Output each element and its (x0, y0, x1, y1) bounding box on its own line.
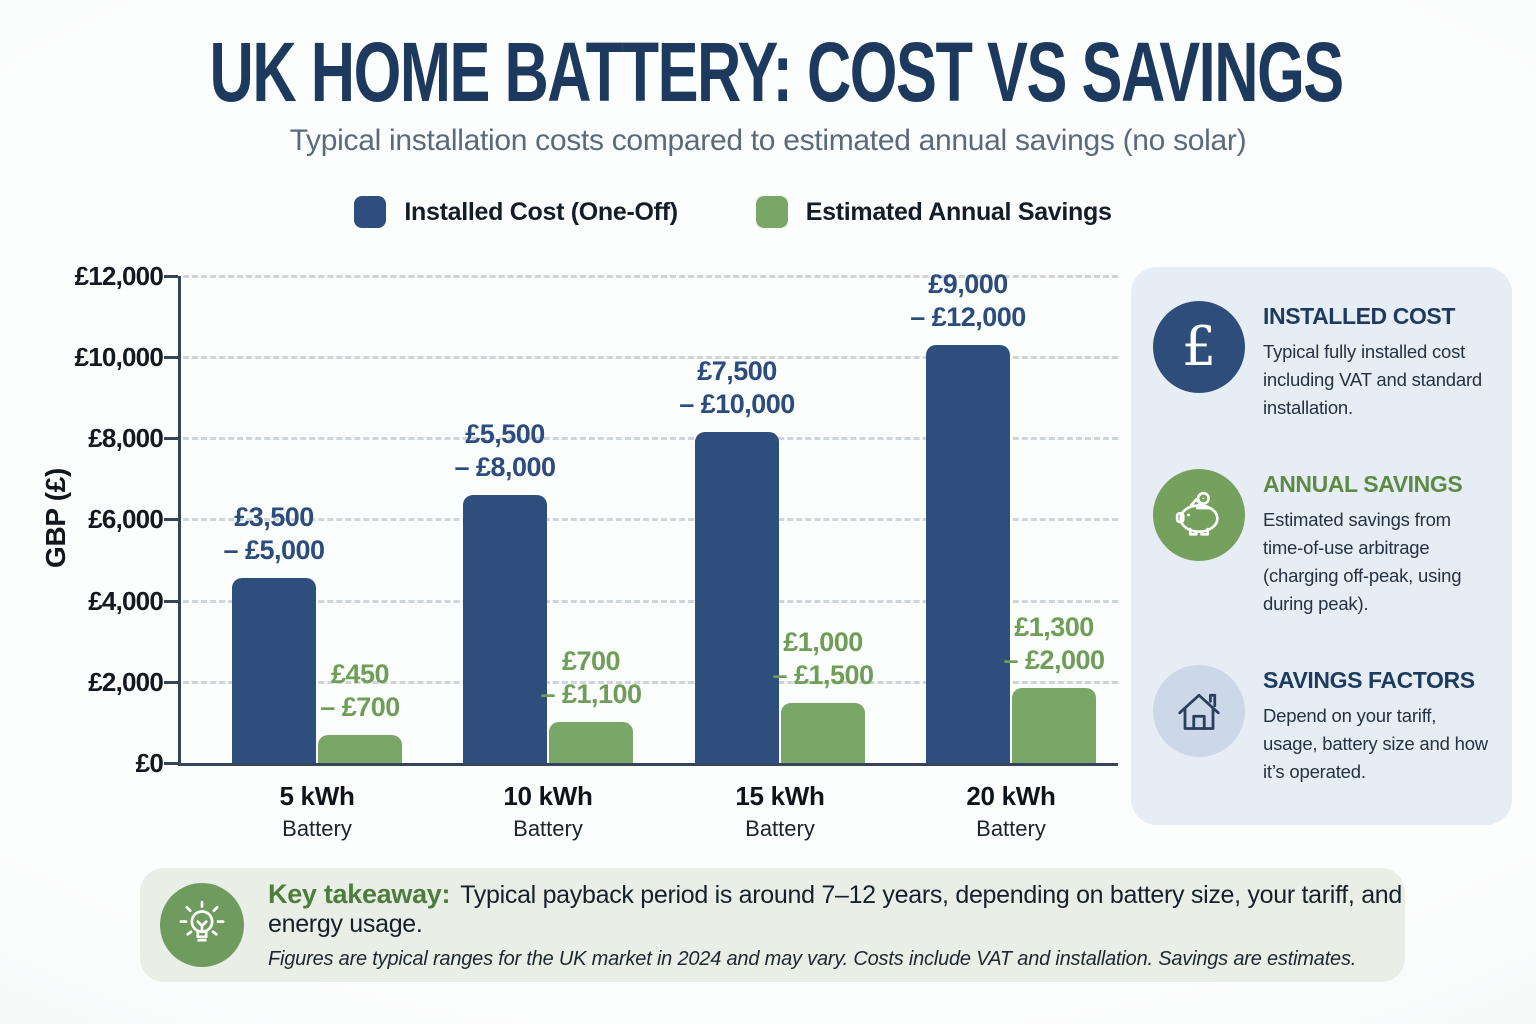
cost-range-label: £7,500– £10,000 (679, 355, 795, 420)
sidebar-body-savings-factors: Depend on your tariff, usage, battery si… (1263, 705, 1488, 782)
sidebar-heading-savings-factors: SAVINGS FACTORS (1263, 667, 1475, 694)
sidebar-text-annual-savings: ANNUAL SAVINGS Estimated savings from ti… (1263, 469, 1488, 617)
gridline (183, 275, 1118, 278)
page-title: UK HOME BATTERY: COST VS SAVINGS (209, 25, 1345, 119)
pound-glyph: £ (1181, 315, 1217, 378)
y-tick-label: £4,000 (88, 586, 164, 616)
cost-bar (695, 432, 779, 763)
y-tick-label: £8,000 (88, 423, 164, 453)
gridline (183, 600, 1118, 603)
bar-chart-plot: £0 £2,000 £4,000 £6,000 £8,000 £10,000 £12,000… (75, 261, 1118, 841)
lightbulb-icon (160, 883, 244, 967)
y-tick-label: £0 (135, 748, 164, 778)
key-takeaway-card: Key takeaway: Typical payback period is a… (140, 868, 1405, 982)
category-label: 10 kWh Battery (503, 781, 593, 841)
cost-bar (232, 578, 316, 763)
takeaway-line: Key takeaway: Typical payback period is a… (268, 879, 1405, 939)
sidebar-heading-annual-savings: ANNUAL SAVINGS (1263, 471, 1463, 498)
savings-range-label: £700– £1,100 (540, 645, 642, 710)
y-tick-mark (164, 356, 178, 359)
y-tick-mark (164, 437, 178, 440)
sidebar-heading-installed-cost: INSTALLED COST (1263, 303, 1456, 329)
y-tick-mark (164, 518, 178, 521)
chart-legend: Installed Cost (One-Off) Estimated Annua… (0, 196, 1466, 228)
y-tick-mark (164, 275, 178, 278)
sidebar-text-savings-factors: SAVINGS FACTORS Depend on your tariff, u… (1263, 665, 1488, 785)
cost-range-label: £5,500– £8,000 (454, 418, 556, 483)
y-tick-mark (164, 762, 178, 765)
savings-range-label: £1,000– £1,500 (772, 626, 874, 691)
category-label: 20 kWh Battery (966, 781, 1056, 841)
cost-range-label: £9,000– £12,000 (910, 268, 1026, 333)
legend-label-cost: Installed Cost (One-Off) (404, 197, 678, 226)
page-subtitle: Typical installation costs compared to e… (289, 124, 1247, 157)
header: UK HOME BATTERY: COST VS SAVINGS (0, 24, 1536, 121)
savings-bar (549, 722, 633, 763)
cost-bar (926, 345, 1010, 763)
savings-bar (781, 703, 865, 763)
gridline (183, 518, 1118, 521)
takeaway-text-block: Key takeaway: Typical payback period is a… (268, 879, 1405, 971)
takeaway-note: Figures are typical ranges for the UK ma… (268, 948, 1357, 970)
savings-range-label: £1,300– £2,000 (1003, 611, 1105, 676)
cost-swatch-icon (354, 196, 387, 228)
y-tick-mark (164, 600, 178, 603)
takeaway-text: Typical payback period is around 7–12 ye… (268, 881, 1403, 938)
category-label: 5 kWh Battery (279, 781, 355, 841)
cost-bar (463, 495, 547, 763)
legend-label-savings: Estimated Annual Savings (805, 197, 1112, 226)
info-sidebar: £ INSTALLED COST Typical fully installed… (1131, 267, 1512, 825)
house-icon (1153, 665, 1245, 758)
cost-range-label: £3,500– £5,000 (223, 501, 325, 566)
y-tick-label: £6,000 (88, 504, 164, 534)
y-tick-mark (164, 681, 178, 684)
y-tick-label: £12,000 (74, 261, 164, 291)
sidebar-text-installed-cost: INSTALLED COST Typical fully installed c… (1263, 301, 1488, 421)
legend-item-cost: Installed Cost (One-Off) (354, 196, 678, 228)
takeaway-label: Key takeaway: (268, 879, 451, 909)
savings-bar (1012, 688, 1096, 763)
y-tick-label: £10,000 (74, 342, 164, 372)
gridline (183, 681, 1118, 684)
gridline (183, 437, 1118, 440)
sidebar-body-annual-savings: Estimated savings from time-of-use arbit… (1263, 509, 1462, 614)
sidebar-item-savings-factors: SAVINGS FACTORS Depend on your tariff, u… (1153, 665, 1488, 785)
gridline (183, 356, 1118, 359)
legend-item-savings: Estimated Annual Savings (755, 196, 1112, 228)
sidebar-item-annual-savings: ANNUAL SAVINGS Estimated savings from ti… (1153, 469, 1488, 617)
sidebar-body-installed-cost: Typical fully installed cost including V… (1263, 341, 1483, 418)
pound-icon: £ (1153, 301, 1245, 393)
savings-range-label: £450– £700 (320, 658, 400, 723)
savings-swatch-icon (755, 196, 788, 228)
sidebar-item-installed-cost: £ INSTALLED COST Typical fully installed… (1153, 301, 1488, 421)
savings-bar (318, 735, 402, 763)
category-label: 15 kWh Battery (735, 781, 825, 841)
y-tick-label: £2,000 (88, 667, 164, 697)
piggy-bank-icon (1153, 469, 1245, 562)
